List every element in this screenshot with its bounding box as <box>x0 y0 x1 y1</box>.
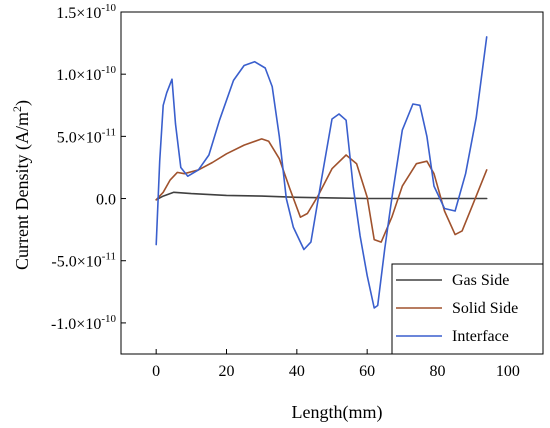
x-tick-label-2: 40 <box>289 363 305 380</box>
x-tick-label-3: 60 <box>359 363 375 380</box>
ticks-layer: 0 20 40 60 80 100 1.5×10-10 1.0×10-10 5.0×10-11 0… <box>51 2 520 380</box>
x-tick-label-5: 100 <box>496 363 520 380</box>
legend-label-solid-side: Solid Side <box>452 300 518 317</box>
plot-area: 0 20 40 60 80 100 1.5×10-10 1.0×10-10 5.0×10-11 0… <box>51 2 544 380</box>
x-tick-label-0: 0 <box>152 363 160 380</box>
x-tick-label-4: 80 <box>430 363 446 380</box>
legend: Gas Side Solid Side Interface <box>391 263 544 355</box>
x-tick-label-1: 20 <box>219 363 235 380</box>
legend-items: Gas Side Solid Side Interface <box>396 272 518 345</box>
y-axis-title-tail: ) <box>12 100 33 106</box>
y-tick-label-1: 1.0×10-10 <box>56 64 116 84</box>
series-layer <box>155 36 488 309</box>
y-axis-title-sup: 2 <box>10 106 24 112</box>
y-tick-label-0: 1.5×10-10 <box>56 2 116 22</box>
y-tick-label-3: 0.0 <box>96 192 116 209</box>
legend-label-gas-side: Gas Side <box>452 272 509 289</box>
y-axis-title: Current Density (A/m2) <box>10 100 33 270</box>
legend-label-interface: Interface <box>452 328 509 345</box>
plot-frame <box>120 11 544 355</box>
y-tick-label-2: 5.0×10-11 <box>57 126 116 146</box>
y-tick-label-4: -5.0×10-11 <box>51 251 116 271</box>
series-line-solid-side <box>155 138 488 243</box>
legend-box <box>391 263 544 355</box>
series-line-interface <box>155 36 488 309</box>
x-axis-title: Length(mm) <box>292 402 383 423</box>
y-tick-label-5: -1.0×10-10 <box>51 313 117 333</box>
y-axis-title-main: Current Density (A/m <box>12 112 33 270</box>
series-line-gas-side <box>155 191 488 201</box>
